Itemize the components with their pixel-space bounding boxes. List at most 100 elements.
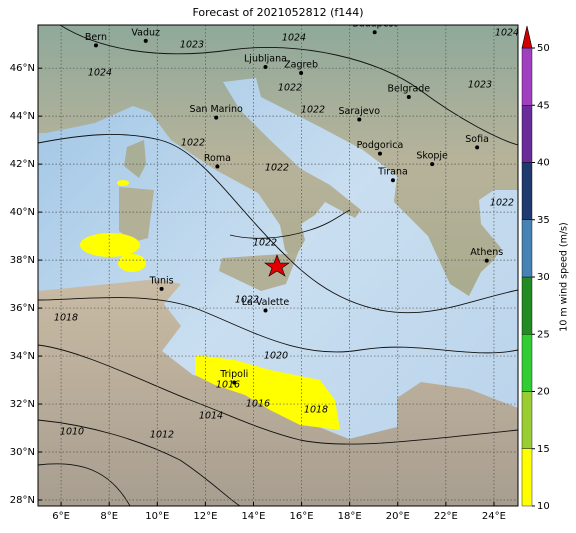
y-tick-label: 28°N <box>10 495 35 506</box>
city-label: Sofia <box>465 134 489 145</box>
isobar-label: 1024 <box>88 68 112 79</box>
y-tick-label: 40°N <box>10 207 35 218</box>
colorbar-tick-label: 15 <box>537 444 550 455</box>
isobar-label: 1022 <box>235 295 259 306</box>
isobar-label: 1022 <box>181 138 205 149</box>
colorbar-tick-label: 40 <box>537 158 550 169</box>
isobar-label: 1018 <box>304 405 328 416</box>
isobar-label: 1024 <box>495 28 519 39</box>
y-tick-label: 42°N <box>10 159 35 170</box>
isobar-label: 1018 <box>54 313 78 324</box>
colorbar: 10 15 20 25 30 35 40 45 50 10 m wind speed (m/s) <box>521 25 570 512</box>
high-wind-areas <box>80 180 340 430</box>
x-tick-label: 12°E <box>193 511 217 522</box>
colorbar-segment <box>521 391 533 449</box>
colorbar-segment <box>521 162 533 220</box>
colorbar-label: 10 m wind speed (m/s) <box>559 222 570 331</box>
colorbar-tick-label: 50 <box>537 43 550 54</box>
city-label: Bern <box>85 32 107 43</box>
colorbar-tick-label: 35 <box>537 215 550 226</box>
city-marker <box>377 151 382 156</box>
city-label: Vaduz <box>131 27 160 38</box>
colorbar-tick-label: 45 <box>537 100 550 111</box>
isobar-label: 1022 <box>253 238 277 249</box>
city-marker <box>357 117 362 122</box>
isobar-label: 1010 <box>60 427 84 438</box>
city-marker <box>159 286 164 291</box>
city-marker <box>232 380 237 385</box>
y-tick-label: 38°N <box>10 255 35 266</box>
city-label: Budapest <box>352 19 397 30</box>
city-marker <box>143 38 148 43</box>
land-corsica <box>124 140 146 178</box>
city-marker <box>430 162 435 167</box>
isobar-label: 1022 <box>490 198 514 209</box>
colorbar-tick-label: 25 <box>537 329 550 340</box>
colorbar-segment <box>521 219 533 278</box>
isobar-label: 1016 <box>246 399 270 410</box>
graticule <box>38 25 518 506</box>
x-tick-label: 22°E <box>434 511 458 522</box>
colorbar-tick-label: 20 <box>537 387 550 398</box>
x-tick-label: 14°E <box>241 511 265 522</box>
city-marker <box>406 94 411 99</box>
city-marker <box>263 308 268 313</box>
city-label: San Marino <box>190 104 243 115</box>
city-label: Ljubljana <box>244 53 287 64</box>
isobars <box>38 25 518 506</box>
city-marker <box>214 115 219 120</box>
x-tick-label: 6°E <box>52 511 70 522</box>
colorbar-segment <box>521 334 533 392</box>
isobar-label: 1014 <box>199 411 223 422</box>
x-tick-label: 10°E <box>145 511 169 522</box>
city-label: Podgorica <box>357 140 404 151</box>
y-tick-label: 46°N <box>10 63 35 74</box>
isobar-label: 1022 <box>301 105 325 116</box>
land-sardinia <box>119 187 154 242</box>
city-marker <box>475 145 480 150</box>
city-marker <box>390 178 395 183</box>
colorbar-segment <box>521 276 533 335</box>
city-marker <box>299 70 304 75</box>
colorbar-extension <box>521 25 533 49</box>
city-label: Sarajevo <box>339 106 381 117</box>
y-tick-label: 34°N <box>10 351 35 362</box>
city-label: Tripoli <box>219 369 248 380</box>
isobar-label: 1024 <box>282 33 306 44</box>
city-label: Tirana <box>377 167 408 178</box>
city-marker <box>263 64 268 69</box>
isobar-label: 1022 <box>265 163 289 174</box>
isobar-label: 1020 <box>264 351 288 362</box>
x-tick-label: 20°E <box>386 511 410 522</box>
x-tick-label: 24°E <box>482 511 506 522</box>
colorbar-segment <box>521 47 533 106</box>
y-tick-label: 36°N <box>10 303 35 314</box>
colorbar-segment <box>521 448 533 507</box>
isobar-label: 1022 <box>278 83 302 94</box>
x-tick-label: 18°E <box>338 511 362 522</box>
x-tick-label: 8°E <box>100 511 118 522</box>
city-label: La Valette <box>242 297 290 308</box>
city-label: Skopje <box>416 151 448 162</box>
city-label: Roma <box>204 153 231 164</box>
isobar-label: 1016 <box>216 380 240 391</box>
city-label: Zagreb <box>284 59 318 70</box>
y-tick-label: 32°N <box>10 399 35 410</box>
y-tick-label: 30°N <box>10 447 35 458</box>
isobar-label: 1023 <box>180 40 204 51</box>
city-label: Belgrade <box>388 83 431 94</box>
colorbar-tick-label: 30 <box>537 272 550 283</box>
city-marker <box>484 258 489 263</box>
isobar-label: 1023 <box>468 80 492 91</box>
city-marker <box>215 164 220 169</box>
target-star <box>264 254 290 277</box>
x-tick-label: 16°E <box>290 511 314 522</box>
y-tick-label: 44°N <box>10 111 35 122</box>
title: Forecast of 2021052812 (f144) <box>192 6 363 19</box>
city-marker <box>372 30 377 35</box>
city-marker <box>93 43 98 48</box>
colorbar-tick-label: 10 <box>537 501 550 512</box>
